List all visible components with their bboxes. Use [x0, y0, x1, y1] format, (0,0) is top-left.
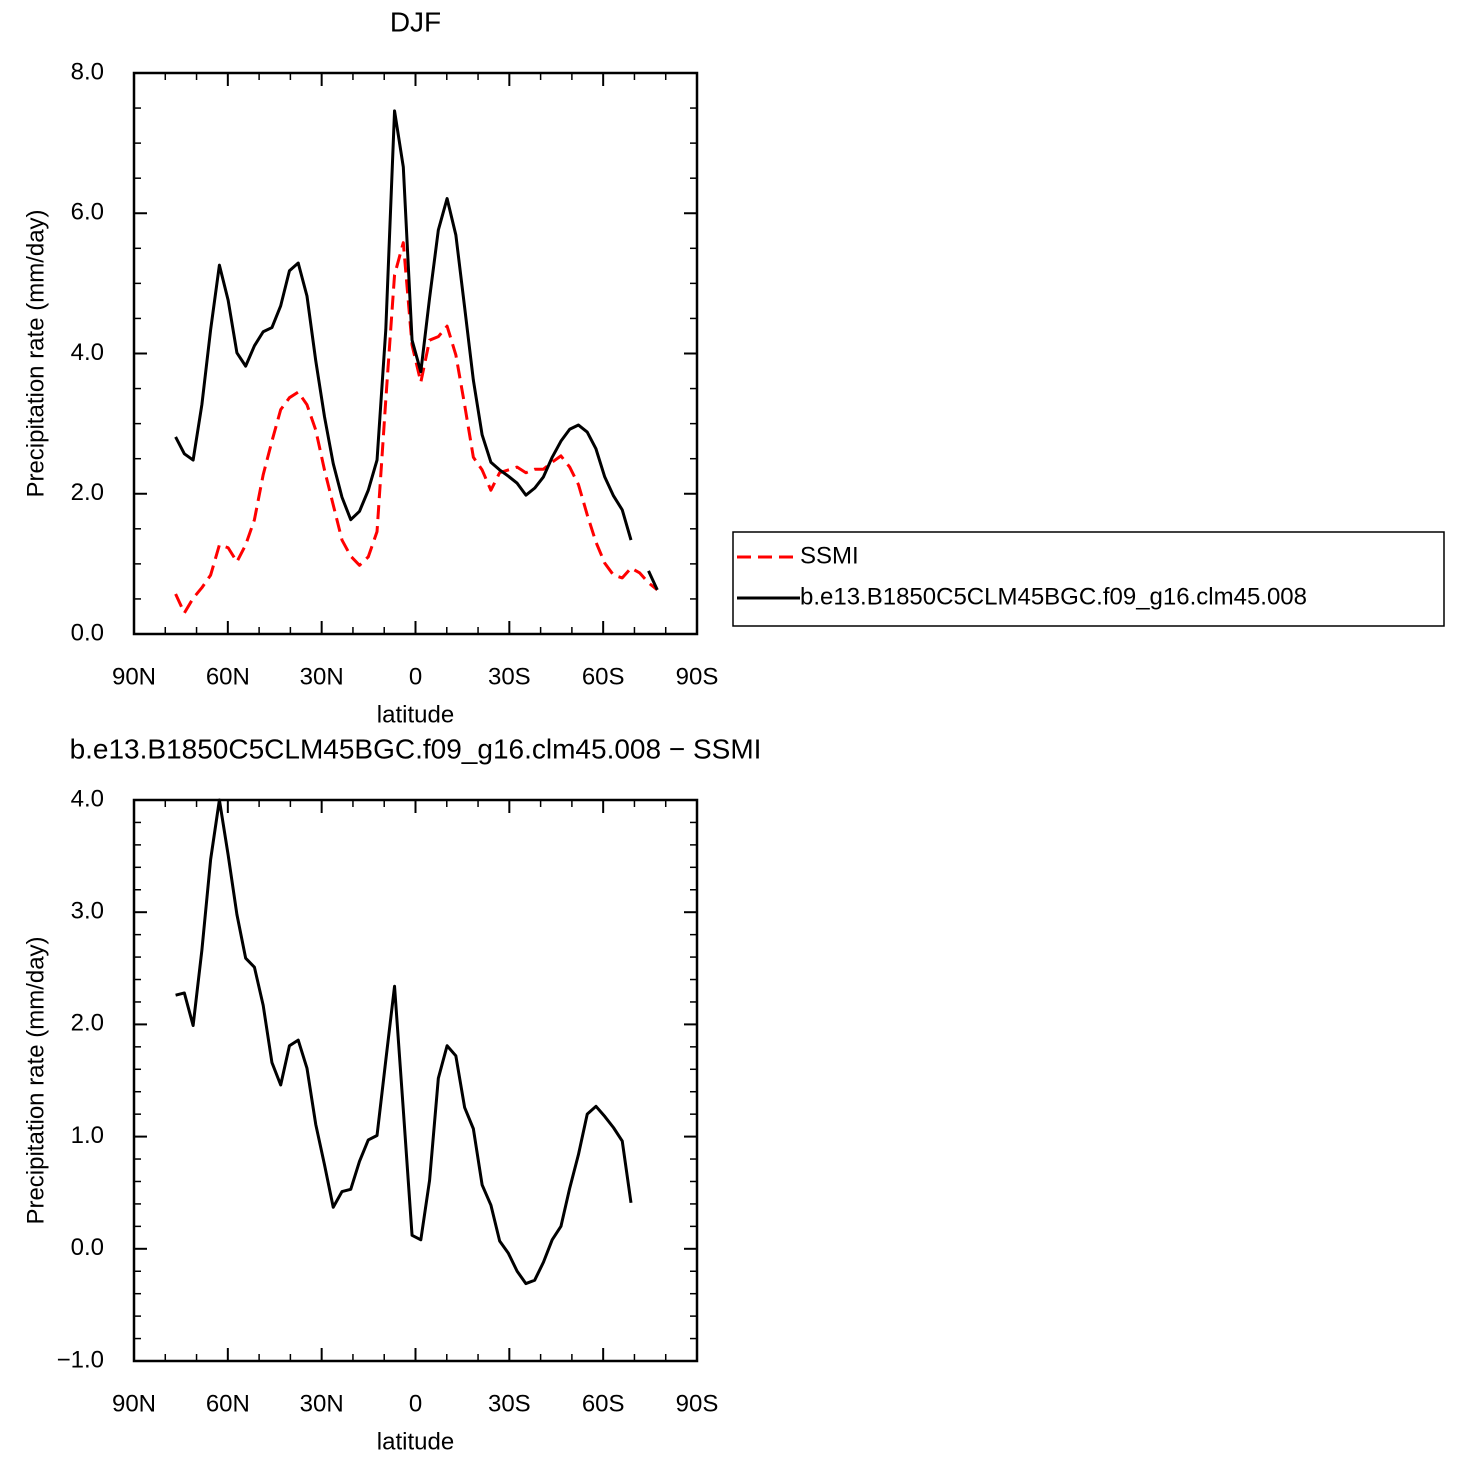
x-tick-label: 30N — [300, 663, 344, 690]
x-tick-label: 30N — [300, 1390, 344, 1417]
x-tick-label: 90N — [112, 1390, 156, 1417]
y-axis-label: Precipitation rate (mm/day) — [22, 209, 49, 497]
legend-label: b.e13.B1850C5CLM45BGC.f09_g16.clm45.008 — [800, 583, 1307, 610]
data-line — [174, 241, 659, 615]
y-tick-label: 3.0 — [71, 898, 104, 925]
x-tick-label: 0 — [409, 1390, 422, 1417]
x-tick-label: 60N — [206, 663, 250, 690]
x-axis-label: latitude — [377, 1428, 454, 1455]
y-tick-label: −1.0 — [57, 1346, 104, 1373]
plot-frame — [132, 71, 699, 636]
y-tick-label: 1.0 — [71, 1122, 104, 1149]
y-tick-label: 4.0 — [71, 339, 104, 366]
plot-frame — [132, 798, 699, 1363]
y-tick-label: 2.0 — [71, 1010, 104, 1037]
legend-box — [732, 531, 1445, 627]
x-tick-label: 90S — [676, 663, 719, 690]
y-axis-label: Precipitation rate (mm/day) — [22, 936, 49, 1224]
data-line — [174, 109, 659, 591]
x-tick-label: 60N — [206, 1390, 250, 1417]
legend-label: SSMI — [800, 542, 859, 569]
x-tick-label: 60S — [582, 663, 625, 690]
y-tick-label: 4.0 — [71, 785, 104, 812]
x-axis-label: latitude — [377, 701, 454, 728]
chart-title: b.e13.B1850C5CLM45BGC.f09_g16.clm45.008 … — [70, 733, 762, 764]
y-tick-label: 0.0 — [71, 619, 104, 646]
x-tick-label: 60S — [582, 1390, 625, 1417]
y-tick-label: 2.0 — [71, 479, 104, 506]
y-tick-label: 0.0 — [71, 1234, 104, 1261]
x-tick-label: 90N — [112, 663, 156, 690]
data-line — [175, 798, 633, 1286]
x-tick-label: 90S — [676, 1390, 719, 1417]
x-tick-label: 30S — [488, 1390, 531, 1417]
y-tick-label: 6.0 — [71, 199, 104, 226]
chart-title: DJF — [390, 6, 441, 37]
x-tick-label: 30S — [488, 663, 531, 690]
x-tick-label: 0 — [409, 663, 422, 690]
y-tick-label: 8.0 — [71, 58, 104, 85]
